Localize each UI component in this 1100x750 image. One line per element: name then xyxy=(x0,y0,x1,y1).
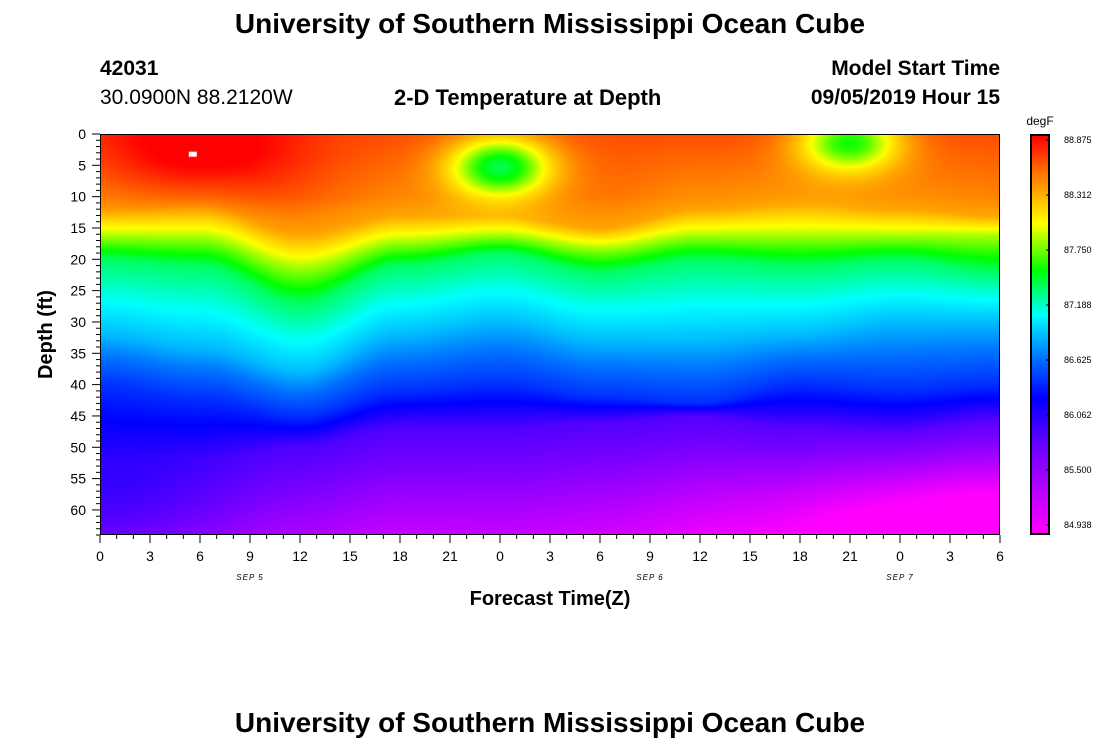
colorbar-label: 84.938 xyxy=(1064,520,1092,530)
x-date-label: SEP 5 xyxy=(236,573,263,582)
y-tick-label: 45 xyxy=(70,408,86,424)
x-tick-label: 6 xyxy=(596,548,604,564)
x-tick-label: 9 xyxy=(646,548,654,564)
y-tick-label: 35 xyxy=(70,345,86,361)
y-tick-label: 40 xyxy=(70,377,86,393)
plot-title: 2-D Temperature at Depth xyxy=(394,85,662,110)
y-tick-label: 20 xyxy=(70,251,86,267)
x-date-label: SEP 6 xyxy=(636,573,663,582)
x-tick-label: 21 xyxy=(442,548,458,564)
model-start-label: Model Start Time xyxy=(831,57,1000,80)
colorbar-label: 87.188 xyxy=(1064,300,1092,310)
x-tick-label: 18 xyxy=(792,548,808,564)
page-title: University of Southern Mississippi Ocean… xyxy=(234,8,866,39)
x-tick-label: 0 xyxy=(96,548,104,564)
temperature-heatmap xyxy=(100,134,1000,535)
x-tick-label: 3 xyxy=(546,548,554,564)
footer-title: University of Southern Mississippi Ocean… xyxy=(234,707,866,738)
colorbar-label: 86.062 xyxy=(1064,410,1092,420)
model-start-value: 09/05/2019 Hour 15 xyxy=(810,86,1000,109)
y-axis-label: Depth (ft) xyxy=(35,290,57,379)
x-tick-label: 15 xyxy=(742,548,758,564)
y-tick-label: 15 xyxy=(70,220,86,236)
colorbar xyxy=(1030,134,1050,535)
colorbar-label: 88.312 xyxy=(1064,190,1092,200)
x-tick-label: 6 xyxy=(996,548,1004,564)
x-date-label: SEP 7 xyxy=(886,573,913,582)
y-tick-label: 10 xyxy=(70,189,86,205)
x-tick-label: 6 xyxy=(196,548,204,564)
x-tick-label: 12 xyxy=(692,548,708,564)
colorbar-label: 87.750 xyxy=(1064,245,1092,255)
y-tick-label: 55 xyxy=(70,471,86,487)
station-id: 42031 xyxy=(100,57,159,80)
colorbar-unit: degF xyxy=(1026,114,1053,128)
x-axis-label: Forecast Time(Z) xyxy=(470,588,631,610)
y-tick-label: 0 xyxy=(78,126,86,142)
x-tick-label: 0 xyxy=(896,548,904,564)
x-tick-label: 18 xyxy=(392,548,408,564)
y-tick-label: 25 xyxy=(70,283,86,299)
x-tick-label: 21 xyxy=(842,548,858,564)
colorbar-label: 85.500 xyxy=(1064,465,1092,475)
station-location: 30.0900N 88.2120W xyxy=(100,86,293,109)
x-tick-label: 9 xyxy=(246,548,254,564)
x-tick-label: 3 xyxy=(146,548,154,564)
x-tick-label: 15 xyxy=(342,548,358,564)
x-tick-label: 0 xyxy=(496,548,504,564)
y-tick-label: 50 xyxy=(70,439,86,455)
y-tick-label: 5 xyxy=(78,157,86,173)
x-tick-label: 3 xyxy=(946,548,954,564)
x-tick-label: 12 xyxy=(292,548,308,564)
y-tick-label: 30 xyxy=(70,314,86,330)
colorbar-label: 86.625 xyxy=(1064,355,1092,365)
y-tick-label: 60 xyxy=(70,502,86,518)
colorbar-label: 88.875 xyxy=(1064,135,1092,145)
